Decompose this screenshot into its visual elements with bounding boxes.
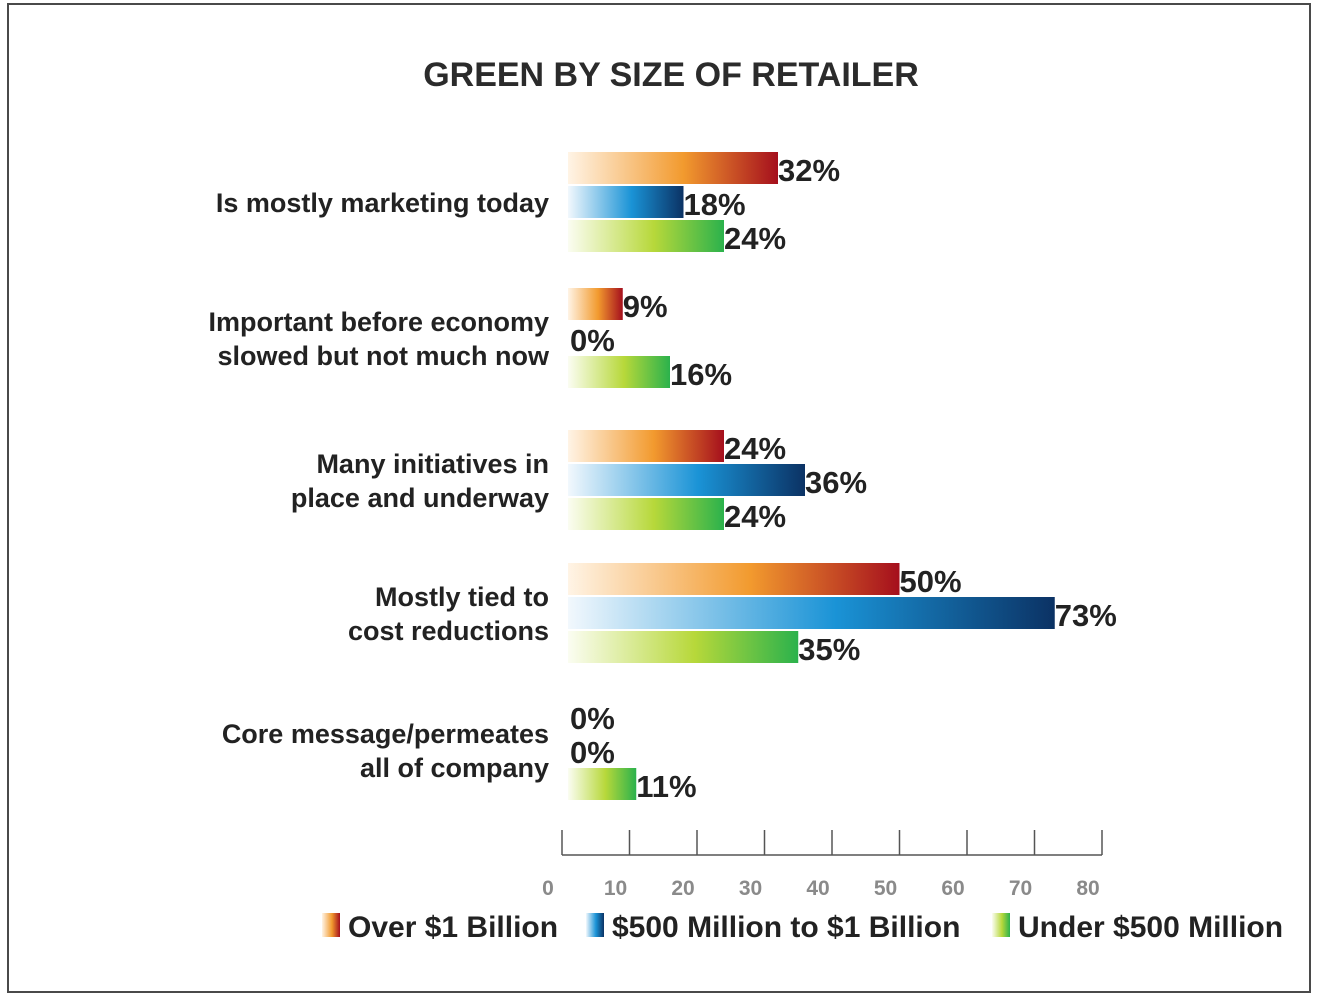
value-label: 50%: [900, 564, 962, 599]
category-label: Mostly tied to: [375, 582, 549, 612]
category-label: cost reductions: [348, 616, 549, 646]
legend-swatch: [322, 913, 340, 937]
value-label: 18%: [684, 187, 746, 222]
value-label: 73%: [1055, 598, 1117, 633]
x-tick-label: 30: [739, 877, 762, 900]
value-label: 0%: [570, 701, 615, 736]
bar: [568, 356, 670, 388]
bar: [568, 563, 900, 595]
value-label: 36%: [805, 465, 867, 500]
value-label: 0%: [570, 323, 615, 358]
legend-label: $500 Million to $1 Billion: [612, 911, 960, 944]
category-labels: Is mostly marketing today Important befor…: [208, 188, 550, 783]
chart-title: GREEN BY SIZE OF RETAILER: [423, 56, 919, 94]
x-tick-label: 40: [806, 877, 829, 900]
bar: [568, 597, 1055, 629]
value-label: 11%: [636, 769, 696, 804]
category-label: all of company: [360, 753, 549, 783]
x-tick-label: 60: [941, 877, 964, 900]
category-label: Many initiatives in: [316, 449, 549, 479]
value-label: 16%: [670, 357, 732, 392]
category-label: Important before economy: [208, 307, 549, 337]
value-label: 24%: [724, 499, 786, 534]
value-label: 24%: [724, 431, 786, 466]
legend: Over $1 Billion $500 Million to $1 Billio…: [322, 911, 1283, 944]
x-tick-label: 70: [1009, 877, 1032, 900]
bar: [568, 152, 778, 184]
value-label: 24%: [724, 221, 786, 256]
value-label: 32%: [778, 153, 840, 188]
bars: [568, 152, 1055, 800]
x-axis: 0 10 20 30 40 50 60 70 80: [542, 830, 1103, 900]
x-tick-label: 0: [542, 877, 554, 900]
value-label: 0%: [570, 735, 615, 770]
bar: [568, 288, 623, 320]
value-labels: 32%18%24%9%0%16%24%36%24%50%73%35%0%0%11…: [570, 153, 1117, 804]
legend-swatch: [992, 913, 1010, 937]
category-label: place and underway: [291, 483, 549, 513]
bar: [568, 768, 637, 800]
legend-label: Under $500 Million: [1018, 911, 1283, 944]
legend-swatch: [586, 913, 604, 937]
category-label: slowed but not much now: [218, 341, 550, 371]
bar: [568, 430, 724, 462]
bar: [568, 220, 724, 252]
x-tick-label: 50: [874, 877, 897, 900]
x-tick-label: 80: [1076, 877, 1099, 900]
category-label: Is mostly marketing today: [216, 188, 549, 218]
value-label: 35%: [798, 632, 860, 667]
bar: [568, 464, 805, 496]
bar: [568, 186, 684, 218]
bar: [568, 498, 724, 530]
bar: [568, 631, 799, 663]
value-label: 9%: [623, 289, 668, 324]
category-label: Core message/permeates: [222, 719, 549, 749]
x-tick-label: 20: [671, 877, 694, 900]
legend-label: Over $1 Billion: [348, 911, 558, 944]
x-tick-label: 10: [604, 877, 627, 900]
chart-frame: [7, 3, 1311, 993]
